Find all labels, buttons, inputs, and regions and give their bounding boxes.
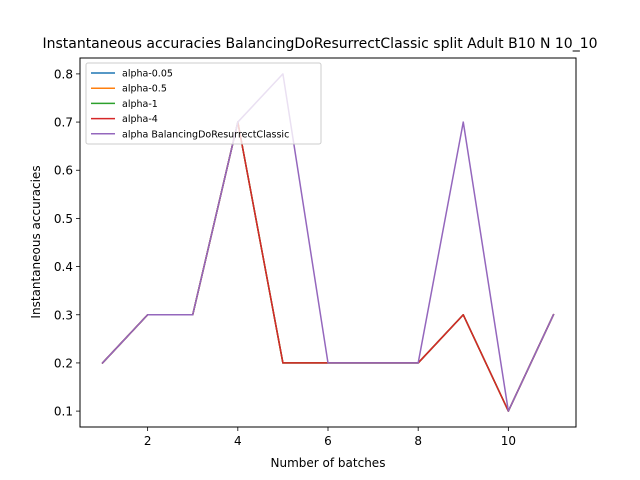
x-axis-ticks: 2 4 6 8 10 — [144, 427, 516, 448]
y-axis-label: Instantaneous accuracies — [29, 165, 43, 318]
x-axis-label: Number of batches — [271, 456, 386, 470]
legend-label-4: alpha BalancingDoResurrectClassic — [122, 129, 289, 140]
x-tick-label: 6 — [324, 434, 332, 448]
x-tick-label: 4 — [234, 434, 242, 448]
legend-label-2: alpha-1 — [122, 99, 158, 110]
legend: alpha-0.05 alpha-0.5 alpha-1 alpha-4 alpha B… — [85, 62, 322, 145]
y-tick-label: 0.5 — [54, 212, 73, 226]
x-tick-label: 8 — [414, 434, 422, 448]
series-line-4 — [101, 73, 555, 412]
x-tick-label: 10 — [501, 434, 516, 448]
y-tick-label: 0.2 — [54, 356, 73, 370]
chart-title: Instantaneous accuracies BalancingDoResu… — [42, 36, 597, 52]
y-tick-label: 0.8 — [54, 67, 73, 81]
y-tick-label: 0.3 — [54, 308, 73, 322]
y-tick-label: 0.1 — [54, 405, 73, 419]
legend-label-3: alpha-4 — [122, 114, 158, 125]
x-tick-label: 2 — [144, 434, 152, 448]
y-axis-ticks: 0.1 0.2 0.3 0.4 0.5 0.6 0.7 0.8 — [54, 67, 80, 419]
y-tick-label: 0.4 — [54, 260, 73, 274]
legend-label-1: alpha-0.5 — [122, 84, 167, 95]
y-tick-label: 0.7 — [54, 116, 73, 130]
legend-box — [85, 62, 322, 145]
y-tick-label: 0.6 — [54, 164, 73, 178]
legend-label-0: alpha-0.05 — [122, 69, 173, 80]
plot-area — [101, 73, 555, 412]
